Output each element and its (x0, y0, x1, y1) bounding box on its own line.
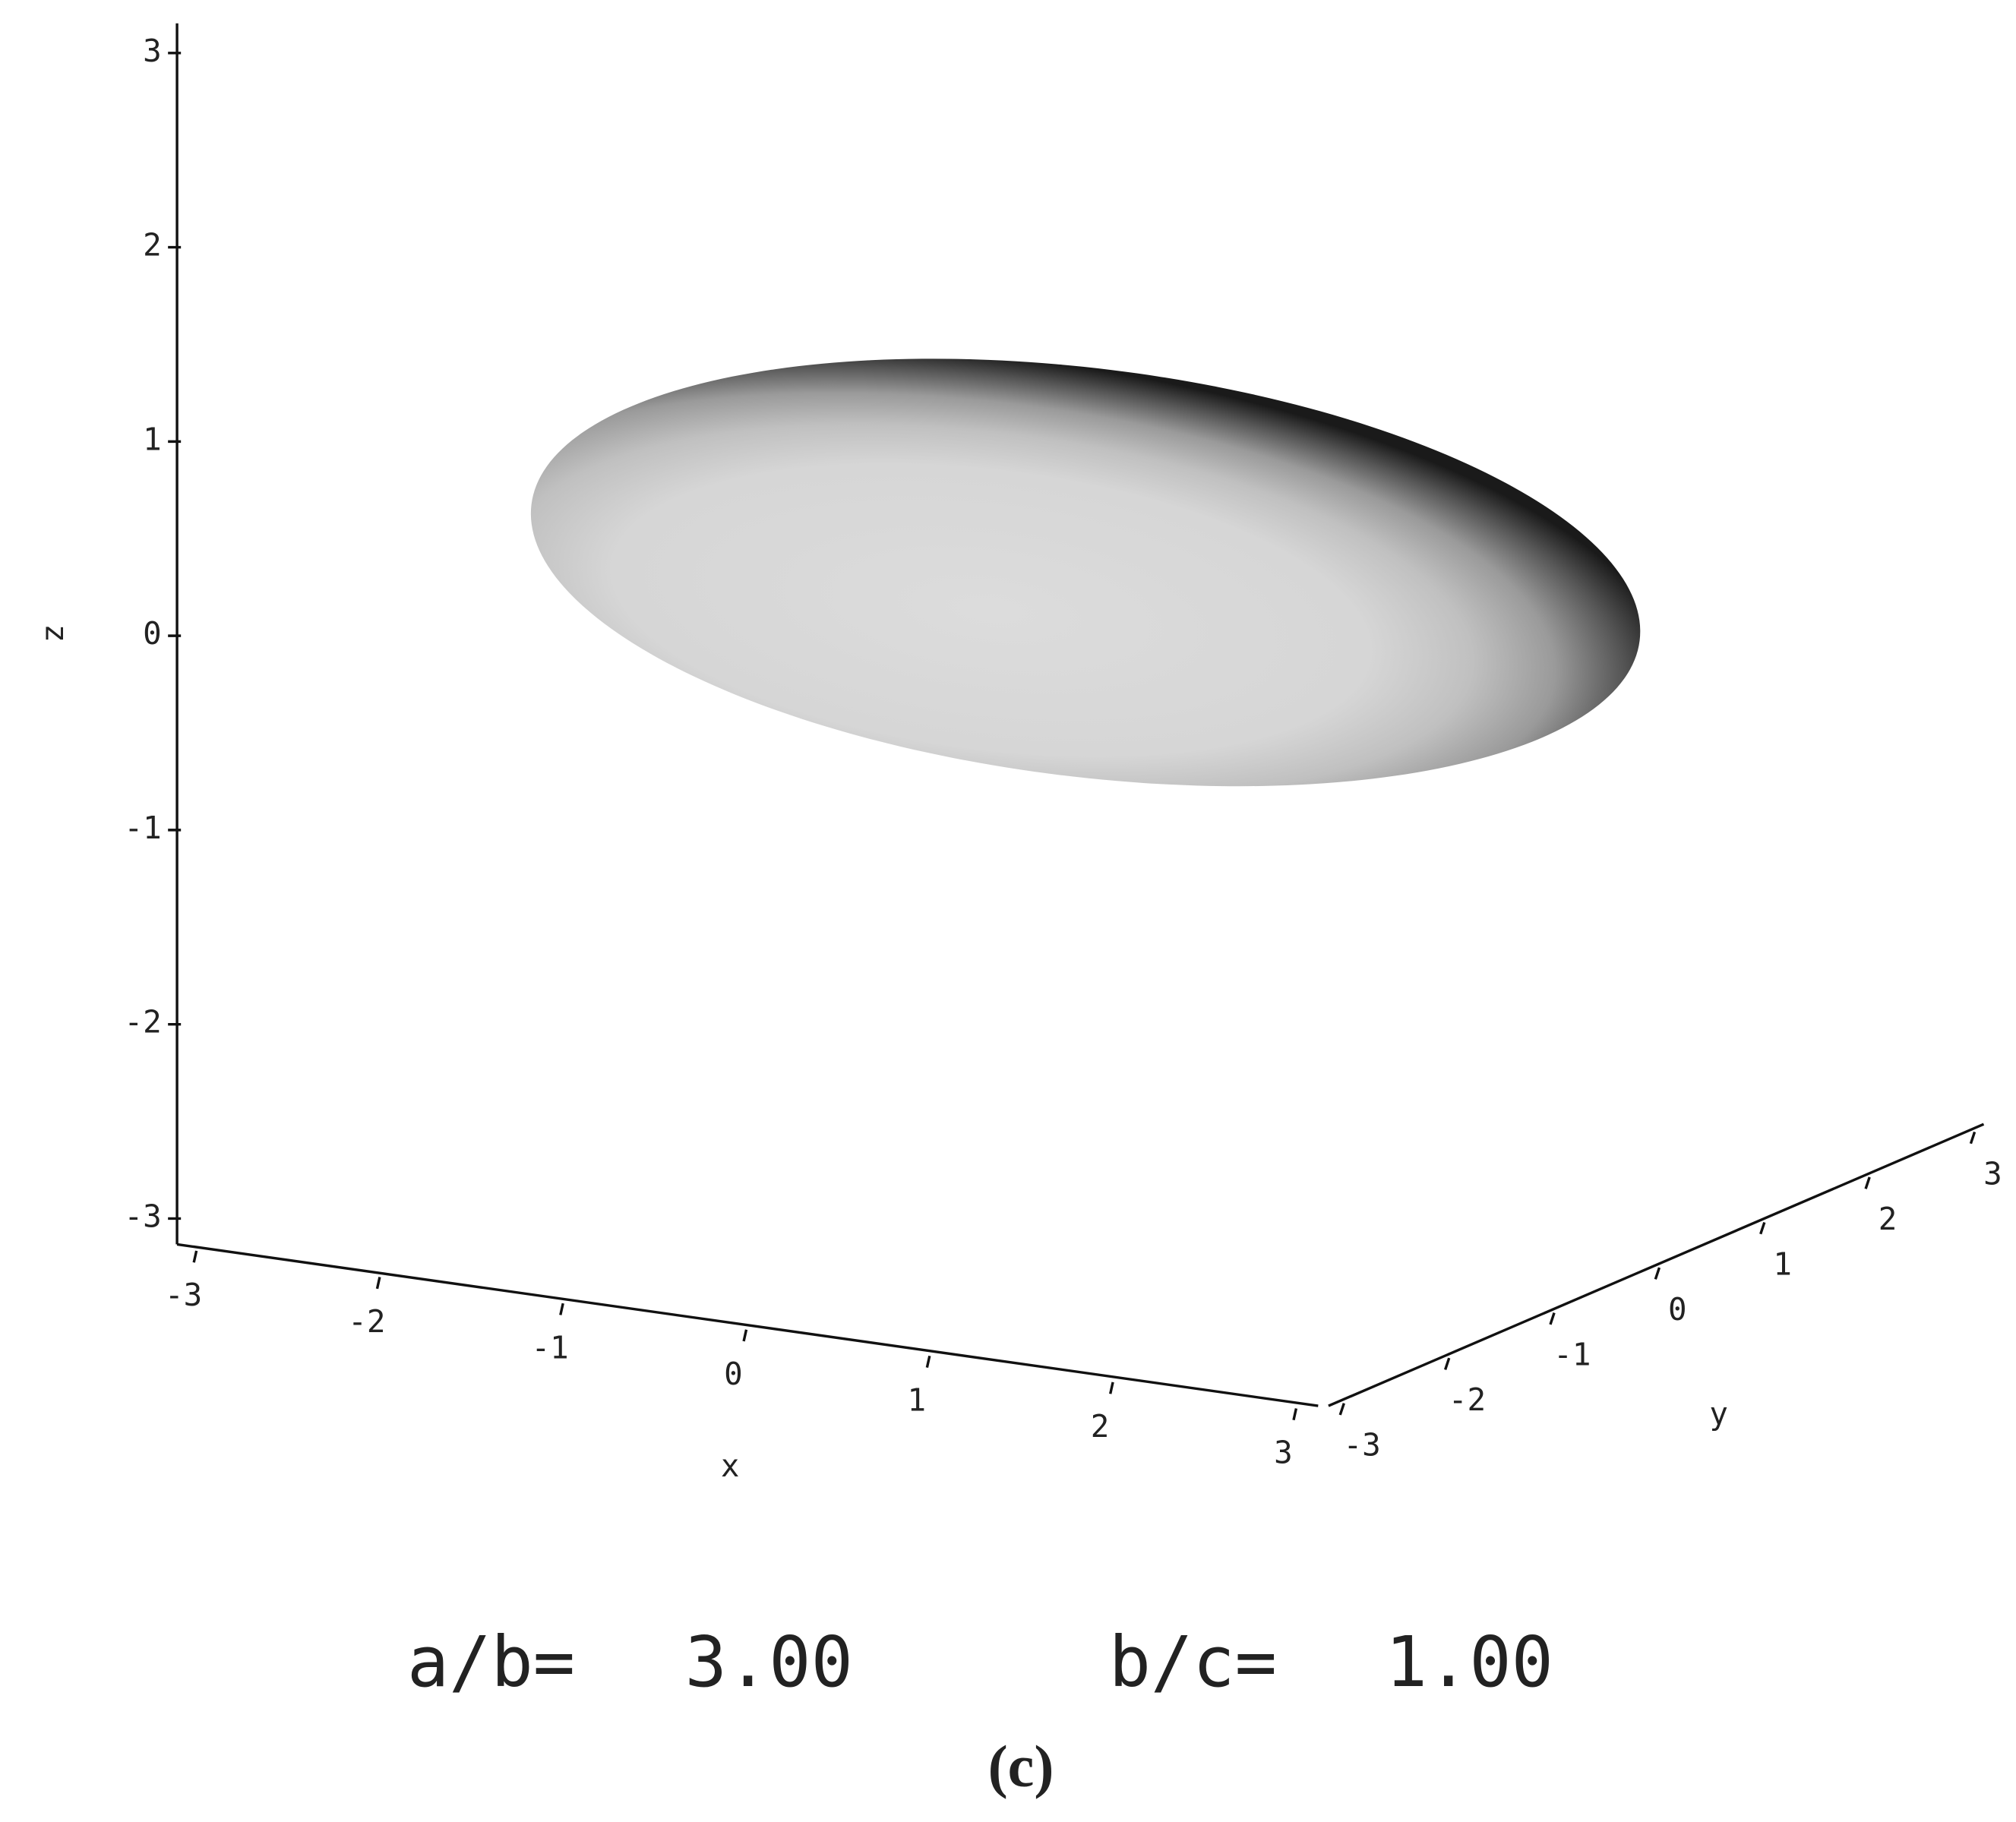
x-tick (375, 1277, 381, 1290)
y-tick-label: 2 (1879, 1201, 1898, 1237)
y-tick (1338, 1403, 1345, 1416)
y-tick (1759, 1221, 1766, 1235)
x-tick-label: -2 (348, 1303, 385, 1340)
z-tick-label: 0 (143, 615, 162, 652)
x-axis-label: x (721, 1448, 740, 1484)
x-tick-label: 1 (907, 1382, 926, 1419)
z-tick-label: 3 (143, 33, 162, 69)
z-tick-label: 2 (143, 227, 162, 264)
x-tick (1292, 1408, 1298, 1421)
x-tick-label: -1 (532, 1329, 569, 1366)
x-tick-label: 2 (1091, 1408, 1110, 1445)
z-axis-label: z (38, 624, 74, 643)
y-tick-label: -2 (1449, 1381, 1486, 1418)
y-tick (1549, 1312, 1556, 1325)
x-tick-label: 3 (1274, 1435, 1293, 1471)
ratio-value: 1.00 (1386, 1621, 1553, 1703)
z-tick-label: -1 (124, 810, 161, 846)
ratio-name: b/c= (1109, 1621, 1277, 1703)
y-axis-label: y (1709, 1396, 1728, 1432)
ellipsoid (530, 358, 1641, 787)
z-tick-label: -2 (124, 1004, 161, 1040)
y-tick-label: 1 (1773, 1246, 1792, 1282)
x-tick (559, 1303, 564, 1315)
y-tick (1443, 1357, 1451, 1370)
ratio-name: a/b= (407, 1621, 575, 1703)
y-axis (1328, 1123, 1985, 1407)
x-tick (742, 1329, 748, 1342)
y-tick-label: -3 (1344, 1427, 1381, 1464)
caption: (c) (988, 1733, 1054, 1799)
axes (175, 23, 1985, 1407)
z-tick-label: -3 (124, 1198, 161, 1234)
y-tick-label: 3 (1983, 1155, 2002, 1192)
y-tick-label: -1 (1553, 1336, 1591, 1372)
x-axis (176, 1243, 1319, 1407)
x-tick-label: -3 (165, 1277, 202, 1313)
ratio-value: 3.00 (685, 1621, 853, 1703)
y-tick (1969, 1131, 1977, 1145)
x-tick-label: 0 (724, 1356, 743, 1392)
x-tick (925, 1355, 931, 1368)
x-tick (1109, 1381, 1114, 1394)
y-tick-label: 0 (1668, 1291, 1687, 1328)
x-tick (192, 1250, 198, 1263)
z-tick-label: 1 (143, 421, 162, 457)
y-tick (1864, 1176, 1871, 1189)
y-tick (1654, 1267, 1661, 1280)
